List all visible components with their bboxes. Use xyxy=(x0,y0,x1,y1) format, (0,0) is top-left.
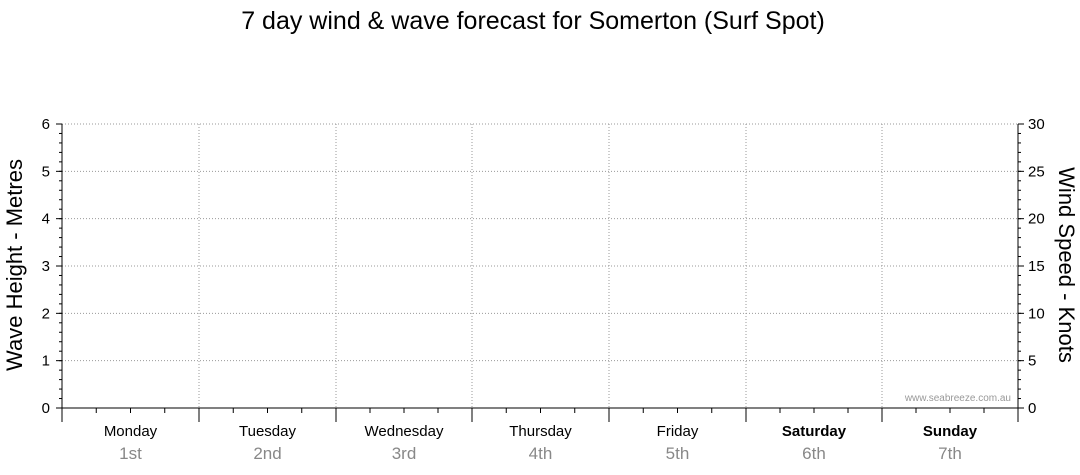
day-name-label: Wednesday xyxy=(365,423,444,440)
day-date-label: 5th xyxy=(666,444,690,463)
right-tick-label: 15 xyxy=(1028,258,1045,275)
left-tick-label: 4 xyxy=(42,211,50,228)
left-axis-title: Wave Height - Metres xyxy=(2,159,27,371)
day-date-label: 3rd xyxy=(392,444,417,463)
left-tick-label: 2 xyxy=(42,305,50,322)
left-tick-label: 1 xyxy=(42,353,50,370)
right-tick-label: 5 xyxy=(1028,353,1036,370)
day-date-label: 1st xyxy=(119,444,142,463)
day-name-label: Saturday xyxy=(782,423,847,440)
right-tick-label: 0 xyxy=(1028,400,1036,417)
right-tick-label: 10 xyxy=(1028,305,1045,322)
right-tick-label: 20 xyxy=(1028,211,1045,228)
day-name-label: Sunday xyxy=(923,423,978,440)
day-date-label: 4th xyxy=(529,444,553,463)
left-tick-label: 6 xyxy=(42,116,50,133)
credit-text: www.seabreeze.com.au xyxy=(904,393,1011,404)
right-tick-label: 30 xyxy=(1028,116,1045,133)
left-tick-label: 5 xyxy=(42,163,50,180)
left-tick-label: 0 xyxy=(42,400,50,417)
day-name-label: Monday xyxy=(104,423,158,440)
day-date-label: 7th xyxy=(938,444,962,463)
axes xyxy=(61,124,1019,422)
day-name-label: Tuesday xyxy=(239,423,296,440)
grid-lines xyxy=(62,123,1018,408)
right-axis-title: Wind Speed - Knots xyxy=(1054,167,1079,363)
right-tick-label: 25 xyxy=(1028,163,1045,180)
day-date-label: 2nd xyxy=(253,444,281,463)
right-axis-ticks: 0 5 10 15 20 25 30 xyxy=(1018,116,1045,417)
left-axis-ticks: 0 1 2 3 4 5 6 xyxy=(42,116,62,417)
day-date-label: 6th xyxy=(802,444,826,463)
day-name-label: Friday xyxy=(657,423,699,440)
left-tick-label: 3 xyxy=(42,258,50,275)
chart-title: 7 day wind & wave forecast for Somerton … xyxy=(241,7,825,35)
day-name-label: Thursday xyxy=(509,423,572,440)
day-labels: Monday 1st Tuesday 2nd Wednesday 3rd Thursday 4… xyxy=(104,423,978,463)
